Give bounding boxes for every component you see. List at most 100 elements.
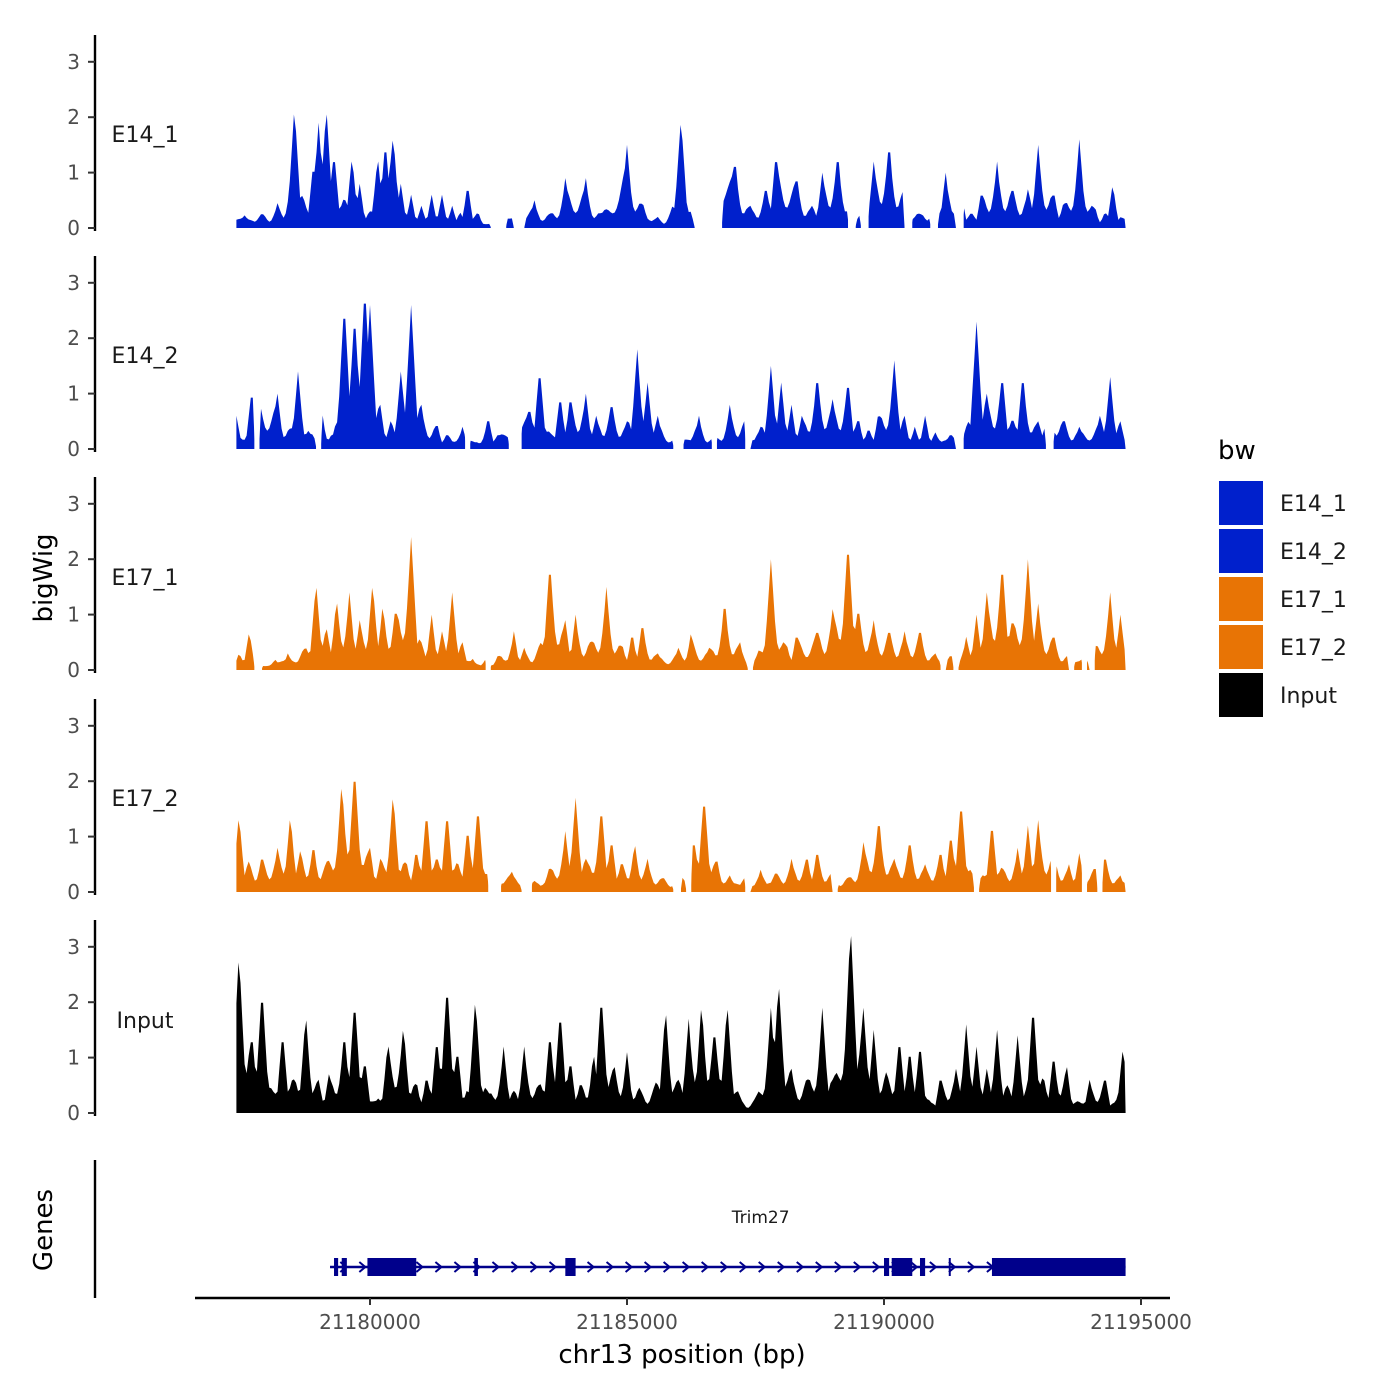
coverage-gap-E14_2-7 — [955, 254, 964, 450]
y-tick-label-E17_1-2: 2 — [67, 547, 80, 571]
coverage-gap-E14_1-0 — [490, 33, 507, 229]
y-tick-label-E17_1-0: 0 — [67, 658, 80, 682]
gene-exon-10 — [991, 1258, 1126, 1276]
track-label-Input: Input — [117, 1009, 174, 1034]
strand-arrow — [739, 1261, 748, 1273]
legend-label-E17_1: E17_1 — [1280, 588, 1347, 613]
strand-arrow — [453, 1261, 462, 1273]
strand-arrow — [586, 1261, 596, 1273]
coverage-gap-E14_2-4 — [673, 254, 684, 450]
x-tick-label-21185000: 21185000 — [576, 1310, 678, 1334]
gene-exon-7 — [891, 1258, 913, 1276]
coverage-area-E17_2 — [236, 781, 1126, 892]
y-tick-label-Input-3: 3 — [67, 935, 80, 959]
strand-arrow — [624, 1261, 634, 1273]
coverage-gap-E14_1-6 — [930, 33, 938, 229]
gene-track-title: Genes — [29, 1189, 59, 1271]
strand-arrow — [605, 1261, 615, 1273]
track-E17_1: 0 1 2 3 E17_1 — [67, 475, 1126, 682]
bigwig-tracks: 0 1 2 3 E14_1 0 1 2 3 E14_2 0 1 2 3 E17_1 0 1 2 3 E17_2 0 1 2 3… — [67, 33, 1126, 1125]
track-label-E14_2: E14_2 — [112, 344, 179, 369]
coverage-gap-E14_1-2 — [694, 33, 723, 229]
y-tick-label-Input-2: 2 — [67, 990, 80, 1014]
coverage-gap-E17_1-0 — [254, 475, 263, 671]
coverage-gap-E14_2-3 — [508, 254, 522, 450]
track-label-E17_2: E17_2 — [112, 787, 179, 812]
strand-arrow — [529, 1261, 539, 1273]
y-tick-label-E14_2-2: 2 — [67, 326, 80, 350]
coverage-gap-E17_2-8 — [1081, 697, 1088, 893]
coverage-gap-E14_1-3 — [848, 33, 856, 229]
coverage-area-E14_1 — [236, 114, 1126, 228]
strand-arrow — [815, 1261, 824, 1273]
coverage-gap-E14_2-2 — [465, 254, 471, 450]
strand-arrow — [491, 1261, 501, 1273]
coverage-gap-E17_1-2 — [747, 475, 753, 671]
strand-arrow — [358, 1261, 367, 1273]
gene-exon-4 — [474, 1258, 478, 1276]
legend-label-E14_2: E14_2 — [1280, 540, 1347, 565]
coverage-gap-E14_1-1 — [513, 33, 525, 229]
coverage-gap-E17_2-2 — [673, 697, 681, 893]
coverage-area-E17_1 — [236, 537, 1126, 670]
y-tick-label-E17_2-0: 0 — [67, 880, 80, 904]
gene-exon-2 — [341, 1258, 347, 1276]
x-axis: 21180000 21185000 21190000 21195000 — [195, 1296, 1192, 1334]
coverage-gap-E14_2-1 — [316, 254, 322, 450]
gene-structure — [330, 1258, 1126, 1276]
coverage-gap-E14_1-7 — [955, 33, 964, 229]
y-tick-label-E14_2-3: 3 — [67, 271, 80, 295]
coverage-gap-E14_1-5 — [904, 33, 913, 229]
track-E14_1: 0 1 2 3 E14_1 — [67, 33, 1126, 240]
strand-arrow — [681, 1261, 691, 1273]
coverage-area-E14_2 — [236, 303, 1126, 449]
y-axis-title: bigWig — [29, 533, 59, 622]
strand-arrow — [720, 1261, 729, 1273]
strand-arrow — [834, 1261, 843, 1273]
coverage-gap-E17_1-3 — [940, 475, 946, 671]
x-tick-label-21195000: 21195000 — [1090, 1310, 1192, 1334]
coverage-gap-E17_1-1 — [485, 475, 491, 671]
y-tick-label-E14_1-0: 0 — [67, 216, 80, 240]
strand-arrow — [872, 1261, 881, 1273]
strand-arrow — [758, 1261, 767, 1273]
y-tick-label-E17_2-2: 2 — [67, 769, 80, 793]
gene-exon-3 — [367, 1258, 417, 1276]
track-label-E14_1: E14_1 — [112, 123, 179, 148]
y-tick-label-E14_2-1: 1 — [67, 382, 80, 406]
coverage-gap-E17_2-6 — [973, 697, 980, 893]
coverage-gap-E17_1-7 — [1089, 475, 1095, 671]
coverage-gap-E14_2-6 — [745, 254, 751, 450]
gene-exon-1 — [334, 1258, 339, 1276]
gene-name-label: Trim27 — [731, 1208, 790, 1228]
gene-exon-5 — [565, 1258, 576, 1276]
legend-title: bw — [1218, 436, 1256, 466]
y-tick-label-E14_1-1: 1 — [67, 161, 80, 185]
y-tick-label-E17_1-1: 1 — [67, 603, 80, 627]
y-tick-label-E17_1-3: 3 — [67, 492, 80, 516]
y-tick-label-Input-0: 0 — [67, 1101, 80, 1125]
x-axis-title: chr13 position (bp) — [558, 1340, 805, 1370]
legend-swatch-Input — [1219, 673, 1263, 717]
strand-arrow — [796, 1261, 805, 1273]
legend-label-E14_1: E14_1 — [1280, 492, 1347, 517]
strand-arrow — [701, 1261, 710, 1273]
strand-arrow — [434, 1261, 443, 1273]
strand-arrow — [548, 1261, 558, 1273]
y-tick-label-E17_2-1: 1 — [67, 825, 80, 849]
legend-swatch-E17_1 — [1219, 577, 1263, 621]
gene-exon-9 — [948, 1258, 951, 1276]
legend-label-Input: Input — [1280, 684, 1337, 709]
strand-arrow — [662, 1261, 672, 1273]
gene-exon-6 — [884, 1258, 890, 1276]
coverage-gap-E14_2-8 — [1045, 254, 1054, 450]
coverage-gap-E17_2-3 — [686, 697, 692, 893]
gene-exon-8 — [919, 1258, 926, 1276]
strand-arrow — [853, 1261, 862, 1273]
strand-arrow — [510, 1261, 520, 1273]
track-label-E17_1: E17_1 — [112, 566, 179, 591]
coverage-gap-E17_1-5 — [1069, 475, 1075, 671]
coverage-gap-E14_2-5 — [711, 254, 717, 450]
coverage-gap-E14_1-4 — [860, 33, 869, 229]
